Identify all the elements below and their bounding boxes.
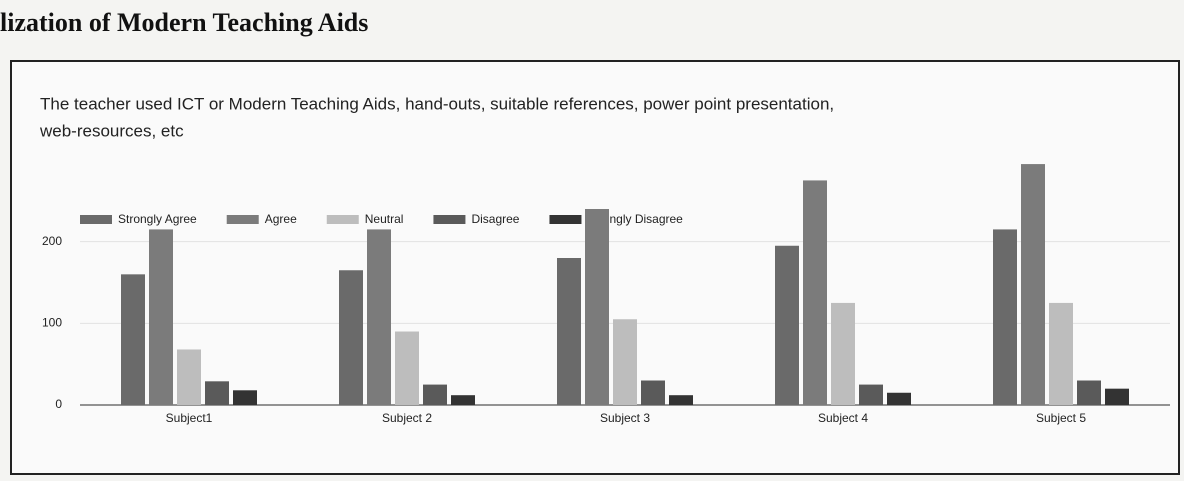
bar	[1021, 164, 1045, 405]
bar	[993, 229, 1017, 405]
x-tick-label: Subject 3	[600, 411, 650, 425]
chart: The teacher used ICT or Modern Teaching …	[10, 60, 1180, 475]
bar	[233, 390, 257, 405]
legend-label: Agree	[265, 212, 297, 226]
bar	[121, 274, 145, 405]
bar	[149, 229, 173, 405]
bar	[887, 392, 911, 405]
legend-swatch	[549, 215, 582, 224]
legend-swatch	[226, 215, 259, 224]
bar	[585, 209, 609, 405]
page-heading: lization of Modern Teaching Aids	[0, 8, 369, 37]
chart-title: web-resources, etc	[39, 121, 184, 140]
legend-swatch	[326, 215, 359, 224]
bar	[395, 331, 419, 405]
bar	[803, 180, 827, 405]
bar	[669, 395, 693, 405]
y-tick-label: 100	[42, 316, 62, 330]
x-tick-label: Subject1	[166, 411, 213, 425]
bar	[641, 380, 665, 405]
bar	[367, 229, 391, 405]
y-tick-label: 0	[55, 397, 62, 411]
legend-label: Strongly Agree	[118, 212, 197, 226]
legend-label: Strongly Disagree	[587, 212, 683, 226]
bar	[1077, 380, 1101, 405]
bar	[451, 395, 475, 405]
chart-title: The teacher used ICT or Modern Teaching …	[40, 94, 834, 113]
bar	[339, 270, 363, 405]
bar	[423, 384, 447, 405]
legend-label: Neutral	[365, 212, 404, 226]
bar	[775, 245, 799, 405]
bar	[557, 258, 581, 405]
legend-swatch	[433, 215, 466, 224]
x-tick-label: Subject 5	[1036, 411, 1086, 425]
bar	[177, 349, 201, 405]
bar	[613, 319, 637, 405]
bar	[1049, 302, 1073, 405]
y-tick-label: 200	[42, 234, 62, 248]
bar	[831, 302, 855, 405]
x-tick-label: Subject 2	[382, 411, 432, 425]
legend-swatch	[80, 215, 112, 224]
chart-frame: The teacher used ICT or Modern Teaching …	[10, 60, 1180, 480]
bar	[205, 381, 229, 405]
bar	[859, 384, 883, 405]
bar	[1105, 388, 1129, 405]
legend-label: Disagree	[471, 212, 519, 226]
x-tick-label: Subject 4	[818, 411, 868, 425]
